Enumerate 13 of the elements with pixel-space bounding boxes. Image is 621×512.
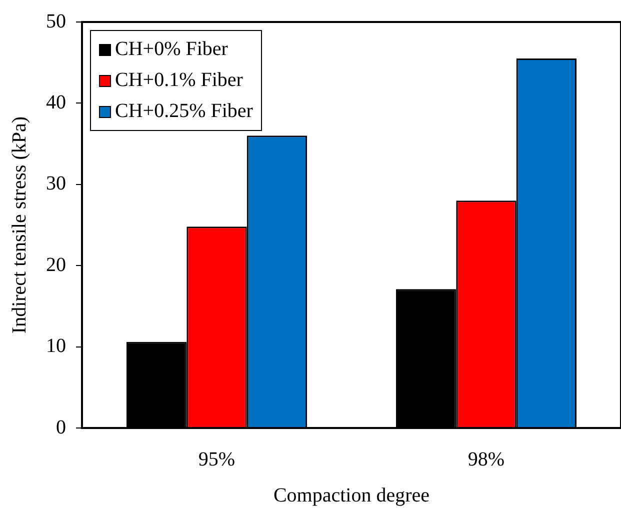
legend-label: CH+0.1% Fiber [115, 68, 243, 93]
y-tick-label: 0 [56, 416, 66, 438]
y-axis-title: Indirect tensile stress (kPa) [8, 116, 30, 334]
y-tick-label: 30 [46, 172, 66, 195]
x-tick-label: 95% [198, 448, 236, 470]
legend-label: CH+0.25% Fiber [115, 99, 253, 124]
y-tick-label: 10 [46, 335, 66, 358]
x-tick-label: 98% [468, 448, 505, 470]
y-tick-label: 40 [46, 91, 66, 114]
legend-label: CH+0% Fiber [115, 37, 228, 62]
x-axis-title: Compaction degree [273, 484, 430, 506]
y-tick-label: 50 [46, 10, 66, 32]
y-tick-label: 20 [46, 254, 66, 276]
